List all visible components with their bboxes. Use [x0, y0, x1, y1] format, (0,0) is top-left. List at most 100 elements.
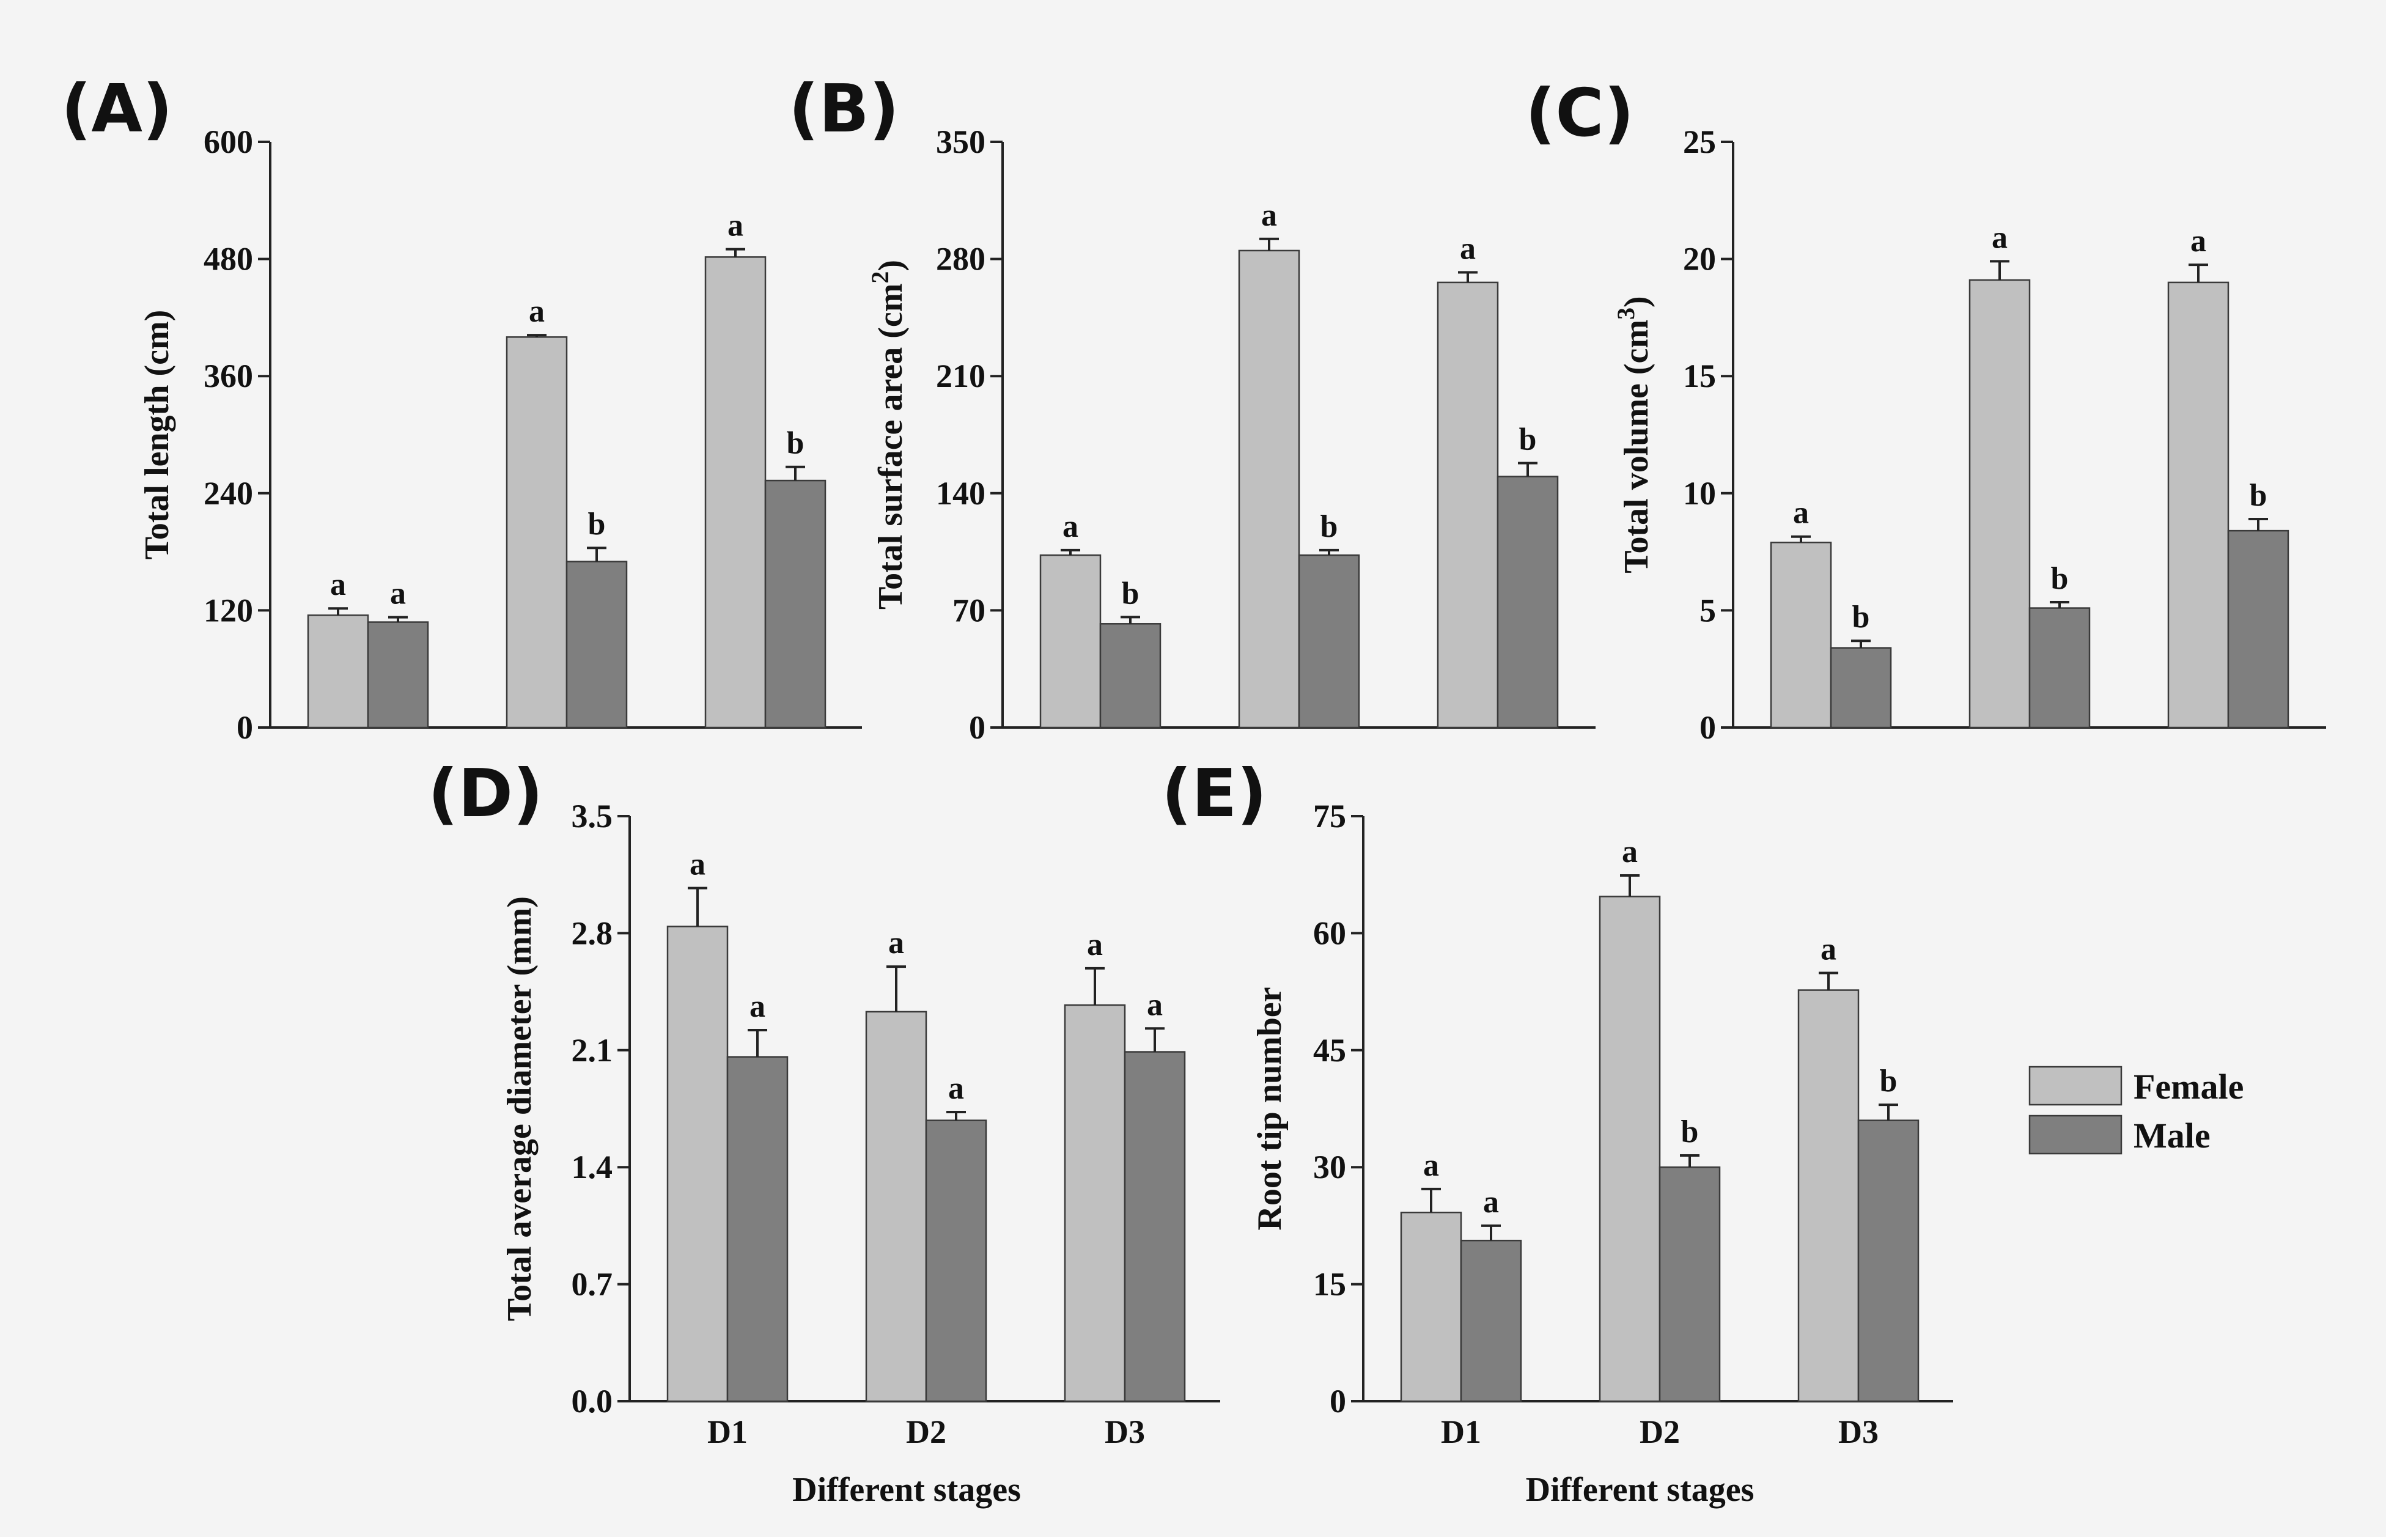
y-axis-label: Total length (cm): [138, 310, 176, 560]
bar-male: [2028, 607, 2091, 729]
significance-letter: a: [2190, 224, 2206, 259]
legend-swatch-male: [2028, 1114, 2123, 1155]
y-tick-label: 3.5: [572, 798, 613, 834]
bar-male: [1830, 647, 1892, 729]
y-tick-label: 25: [1683, 123, 1716, 160]
bar-female: [1599, 896, 1661, 1402]
significance-letter: a: [1062, 509, 1078, 544]
x-axis-label: Different stages: [1526, 1471, 1755, 1509]
x-tick-label: D1: [707, 1413, 748, 1450]
significance-letter: b: [1122, 576, 1140, 611]
bar-female: [865, 1011, 927, 1402]
bar-female: [307, 614, 369, 729]
bar-female: [1039, 554, 1102, 729]
bar-male: [925, 1119, 987, 1402]
panel-label: (C): [1525, 75, 1634, 152]
significance-letter: a: [888, 926, 904, 960]
x-tick-label: D2: [1640, 1413, 1680, 1450]
bar-female: [1968, 279, 2031, 729]
significance-letter: a: [330, 567, 346, 602]
y-tick-label: 0.0: [572, 1383, 613, 1420]
y-tick-label: 30: [1313, 1149, 1346, 1185]
bar-male: [1124, 1051, 1186, 1402]
bar-male: [726, 1056, 789, 1402]
bar-male: [565, 561, 628, 729]
significance-letter: b: [2250, 478, 2267, 513]
significance-letter: a: [1483, 1185, 1499, 1220]
significance-letter: a: [1992, 220, 2008, 255]
significance-letter: b: [588, 507, 606, 542]
significance-letter: a: [390, 577, 406, 611]
bar-male: [764, 479, 827, 729]
legend-swatch-female: [2028, 1066, 2123, 1106]
y-tick-label: 480: [204, 241, 253, 278]
significance-letter: a: [1087, 927, 1103, 962]
y-tick-label: 1.4: [572, 1149, 613, 1185]
y-tick-label: 280: [936, 241, 985, 278]
significance-letter: a: [727, 208, 743, 243]
legend-label-female: Female: [2134, 1067, 2244, 1107]
x-tick-label: D1: [1441, 1413, 1481, 1450]
x-tick-label: D2: [906, 1413, 946, 1450]
y-axis-label-superscript: 2: [866, 271, 894, 284]
chart-panel: (E) 0 15 30 45 60 75 Root tip number a a D1 a b D2 a b D…: [1162, 756, 1953, 1509]
significance-letter: a: [1793, 496, 1809, 531]
x-tick-label: D3: [1105, 1413, 1145, 1450]
significance-letter: a: [1423, 1148, 1439, 1183]
y-tick-label: 2.8: [572, 915, 613, 951]
y-tick-label: 75: [1313, 798, 1346, 834]
legend-label-male: Male: [2134, 1116, 2211, 1155]
y-axis-label: Total volume (cm3): [1612, 296, 1655, 573]
y-tick-label: 15: [1313, 1266, 1346, 1303]
bar-female: [1238, 249, 1300, 729]
legend: Female Male: [2028, 1066, 2244, 1155]
y-tick-label: 140: [936, 475, 985, 512]
significance-letter: a: [690, 847, 705, 882]
y-axis-label-end: ): [1618, 296, 1655, 308]
y-tick-label: 5: [1699, 592, 1716, 628]
y-tick-label: 60: [1313, 915, 1346, 951]
bar-male: [2227, 529, 2289, 729]
y-tick-label: 360: [204, 358, 253, 394]
bar-male: [1298, 554, 1360, 729]
bar-female: [1437, 281, 1499, 729]
y-tick-label: 210: [936, 358, 985, 394]
panel-label: (A): [61, 71, 172, 147]
bar-female: [1770, 542, 1832, 729]
panel-label: (E): [1162, 756, 1267, 832]
significance-letter: b: [1320, 509, 1338, 544]
y-tick-label: 600: [204, 123, 253, 160]
significance-letter: b: [2051, 561, 2069, 596]
bar-male: [367, 621, 429, 729]
bar-female: [1064, 1004, 1126, 1402]
bar-female: [1400, 1211, 1462, 1402]
y-tick-label: 0: [237, 709, 253, 746]
x-axis-label: Different stages: [792, 1471, 1021, 1509]
y-tick-label: 20: [1683, 241, 1716, 278]
significance-letter: a: [1821, 932, 1836, 967]
y-axis-label-end: ): [872, 260, 910, 271]
significance-letter: b: [1519, 422, 1537, 457]
significance-letter: a: [1622, 834, 1638, 869]
y-tick-label: 240: [204, 475, 253, 512]
bar-female: [1797, 989, 1860, 1402]
panel-label: (D): [428, 756, 543, 832]
y-tick-label: 10: [1683, 475, 1716, 512]
significance-letter: b: [1880, 1064, 1898, 1099]
x-tick-label: D3: [1838, 1413, 1879, 1450]
bar-female: [506, 336, 568, 729]
y-tick-label: 2.1: [572, 1032, 613, 1069]
bar-female: [704, 256, 767, 729]
chart-panel: (D) 0.0 0.7 1.4 2.1 2.8 3.5 Total average diame…: [428, 756, 1220, 1509]
significance-letter: a: [1147, 987, 1163, 1022]
bar-male: [1857, 1119, 1920, 1402]
panel-label: (B): [789, 71, 899, 147]
significance-letter: a: [1460, 231, 1476, 266]
y-axis-label: Total surface area (cm2): [866, 260, 910, 610]
chart-panel: (C) 0 5 10 15 20 25 Total volume (cm3) a b a b a b: [1525, 75, 2326, 746]
y-axis-label-superscript: 3: [1612, 308, 1640, 320]
y-tick-label: 120: [204, 592, 253, 628]
significance-letter: a: [529, 294, 545, 329]
